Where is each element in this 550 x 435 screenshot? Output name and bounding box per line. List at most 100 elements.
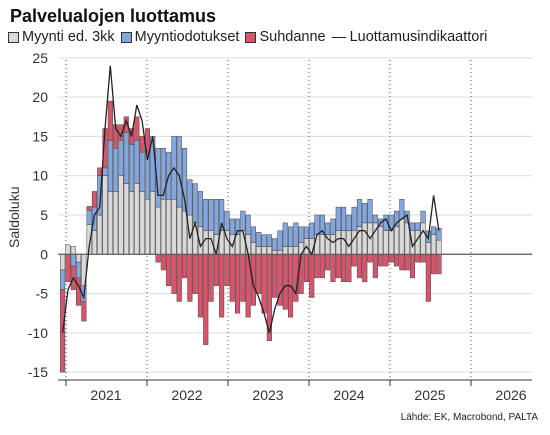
bar-myynti xyxy=(420,222,426,255)
bar-suhdanne xyxy=(346,254,352,283)
bar-myynti xyxy=(171,199,177,255)
legend-item-suhdanne: Suhdanne xyxy=(245,29,326,45)
bar-myyntiodotukset xyxy=(118,140,124,176)
bar-myynti xyxy=(235,234,241,255)
bar-myyntiodotukset xyxy=(203,199,209,231)
legend-line-luottamusindikaattori xyxy=(331,36,346,38)
bar-myyntiodotukset xyxy=(60,269,66,290)
bar-myynti xyxy=(160,199,166,255)
bar-suhdanne xyxy=(394,254,400,267)
bar-myynti xyxy=(335,230,341,255)
x-year-label: 2024 xyxy=(333,387,364,403)
bar-myynti xyxy=(436,239,442,255)
bar-myyntiodotukset xyxy=(341,206,347,231)
bar-myyntiodotukset xyxy=(192,183,198,224)
bar-myyntiodotukset xyxy=(219,199,225,231)
bar-myyntiodotukset xyxy=(129,144,135,192)
bar-suhdanne xyxy=(197,254,203,318)
x-year-label: 2022 xyxy=(171,387,202,403)
bar-suhdanne xyxy=(399,254,405,271)
bar-myynti xyxy=(362,222,368,255)
line-luottamusindikaattori xyxy=(61,65,440,334)
bar-myyntiodotukset xyxy=(367,199,373,224)
bar-myynti xyxy=(144,199,150,255)
bar-myyntiodotukset xyxy=(335,206,341,231)
bar-myynti xyxy=(123,183,129,255)
bar-myynti xyxy=(399,218,405,255)
bar-myyntiodotukset xyxy=(356,199,362,228)
bar-myynti xyxy=(282,246,288,255)
bar-suhdanne xyxy=(208,254,214,302)
bar-myyntiodotukset xyxy=(394,210,400,228)
bar-suhdanne xyxy=(319,254,325,279)
x-year-label: 2025 xyxy=(414,387,445,403)
bar-suhdanne xyxy=(240,254,246,302)
bar-suhdanne xyxy=(203,254,209,345)
bar-myyntiodotukset xyxy=(113,147,119,192)
bar-myyntiodotukset xyxy=(134,140,140,184)
legend-label-myynti: Myynti ed. 3kk xyxy=(22,29,115,45)
bar-myynti xyxy=(102,175,108,255)
bar-suhdanne xyxy=(76,277,82,306)
bar-myynti xyxy=(383,230,389,255)
bar-suhdanne xyxy=(356,254,362,279)
bar-suhdanne xyxy=(383,254,389,267)
x-year-label: 2021 xyxy=(90,387,121,403)
bar-myynti xyxy=(150,191,156,255)
bar-myynti xyxy=(134,183,140,255)
source-note: Lähde: EK, Macrobond, PALTA xyxy=(400,412,538,423)
bar-myyntiodotukset xyxy=(330,218,336,235)
bar-myyntiodotukset xyxy=(245,214,251,235)
legend: Myynti ed. 3kk Myyntiodotukset Suhdanne … xyxy=(8,29,493,45)
chart-title: Palvelualojen luottamus xyxy=(10,6,217,26)
bar-myyntiodotukset xyxy=(123,132,129,184)
bar-myyntiodotukset xyxy=(266,234,272,247)
bar-myynti xyxy=(129,191,135,255)
bar-myynti xyxy=(166,199,172,255)
bar-myynti xyxy=(394,226,400,255)
bar-myyntiodotukset xyxy=(187,179,193,216)
bar-suhdanne xyxy=(171,254,177,294)
bar-myynti xyxy=(97,214,103,255)
bar-myyntiodotukset xyxy=(213,199,219,235)
legend-swatch-myynti xyxy=(8,31,19,43)
bar-myynti xyxy=(388,230,394,255)
bar-myynti xyxy=(319,234,325,255)
bar-suhdanne xyxy=(224,254,230,286)
bar-myyntiodotukset xyxy=(303,226,309,239)
bar-myynti xyxy=(70,246,76,255)
bar-suhdanne xyxy=(282,254,288,310)
legend-item-myyntiodotukset: Myyntiodotukset xyxy=(120,29,240,45)
legend-item-myynti: Myynti ed. 3kk xyxy=(8,29,115,45)
bar-myyntiodotukset xyxy=(293,222,299,247)
legend-swatch-myyntiodotukset xyxy=(120,31,132,43)
bar-suhdanne xyxy=(388,254,394,263)
bar-myyntiodotukset xyxy=(298,226,304,243)
bar-myyntiodotukset xyxy=(420,210,426,224)
bar-myyntiodotukset xyxy=(70,254,76,267)
bar-myyntiodotukset xyxy=(399,199,405,220)
bar-myyntiodotukset xyxy=(182,147,188,212)
bar-suhdanne xyxy=(261,254,267,314)
bar-myyntiodotukset xyxy=(176,136,182,208)
legend-swatch-suhdanne xyxy=(245,31,257,43)
bar-suhdanne xyxy=(341,254,347,283)
legend-label-suhdanne: Suhdanne xyxy=(259,29,326,45)
bar-myyntiodotukset xyxy=(208,199,214,231)
bar-myynti xyxy=(139,191,145,255)
bar-myynti xyxy=(118,175,124,255)
bar-suhdanne xyxy=(436,254,442,275)
bar-myyntiodotukset xyxy=(372,214,378,224)
bar-myyntiodotukset xyxy=(250,226,256,243)
bar-myynti xyxy=(203,230,209,255)
bar-suhdanne xyxy=(272,254,278,298)
bar-myynti xyxy=(288,246,294,255)
legend-label-myyntiodotukset: Myyntiodotukset xyxy=(134,29,240,45)
bar-myynti xyxy=(240,230,246,255)
bar-myyntiodotukset xyxy=(155,147,161,208)
bar-myyntiodotukset xyxy=(272,238,278,251)
bar-myynti xyxy=(250,242,256,255)
bar-myyntiodotukset xyxy=(351,206,357,231)
y-tick-label: 0 xyxy=(40,246,48,262)
bar-suhdanne xyxy=(91,191,98,208)
